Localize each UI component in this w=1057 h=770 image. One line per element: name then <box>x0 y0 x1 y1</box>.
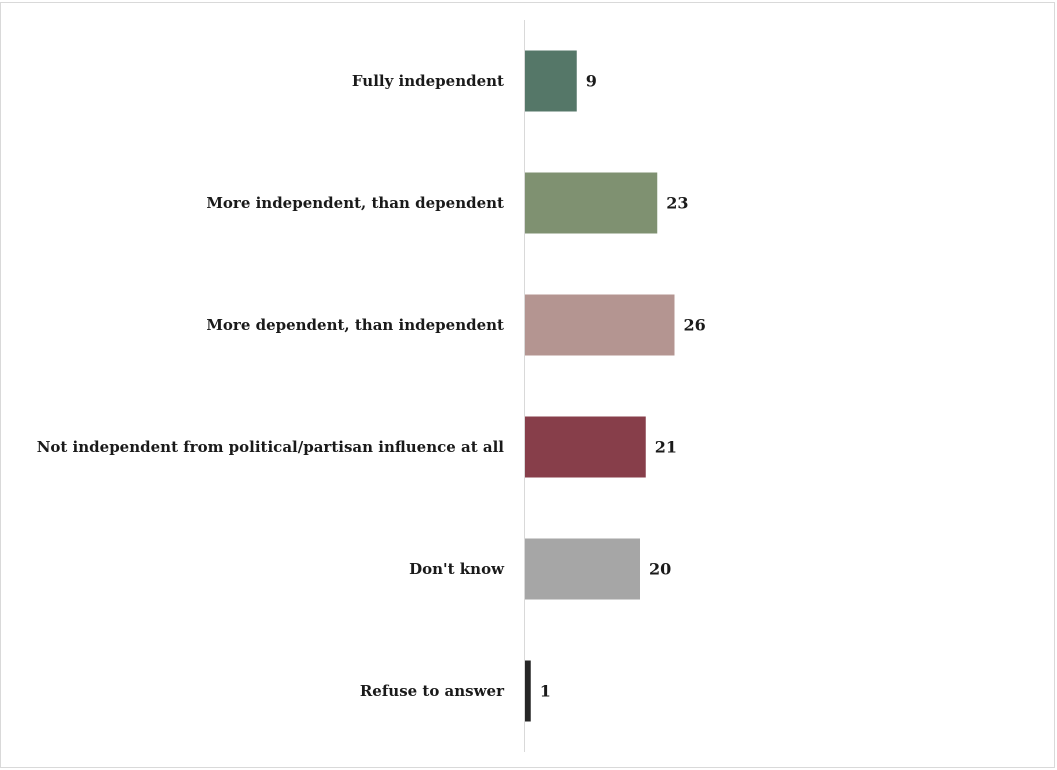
category-label-5: Refuse to answer <box>360 682 505 700</box>
bar-0 <box>525 50 577 112</box>
bar-1 <box>525 172 658 234</box>
category-label-0: Fully independent <box>352 72 504 90</box>
bars-group: Fully independent 9 More independent, than… <box>37 50 706 722</box>
bar-3 <box>525 416 646 478</box>
category-label-3: Not independent from political/partisan … <box>37 438 505 456</box>
category-label-4: Don't know <box>409 560 505 578</box>
bar-4 <box>525 538 640 600</box>
data-label-2: 26 <box>684 316 706 335</box>
category-label-2: More dependent, than independent <box>206 316 504 334</box>
data-label-4: 20 <box>649 560 671 579</box>
data-label-5: 1 <box>540 682 551 701</box>
data-label-1: 23 <box>666 194 688 213</box>
data-label-3: 21 <box>655 438 677 457</box>
bar-5 <box>525 660 531 722</box>
data-label-0: 9 <box>586 72 597 91</box>
bar-2 <box>525 294 675 356</box>
category-label-1: More independent, than dependent <box>206 194 504 212</box>
